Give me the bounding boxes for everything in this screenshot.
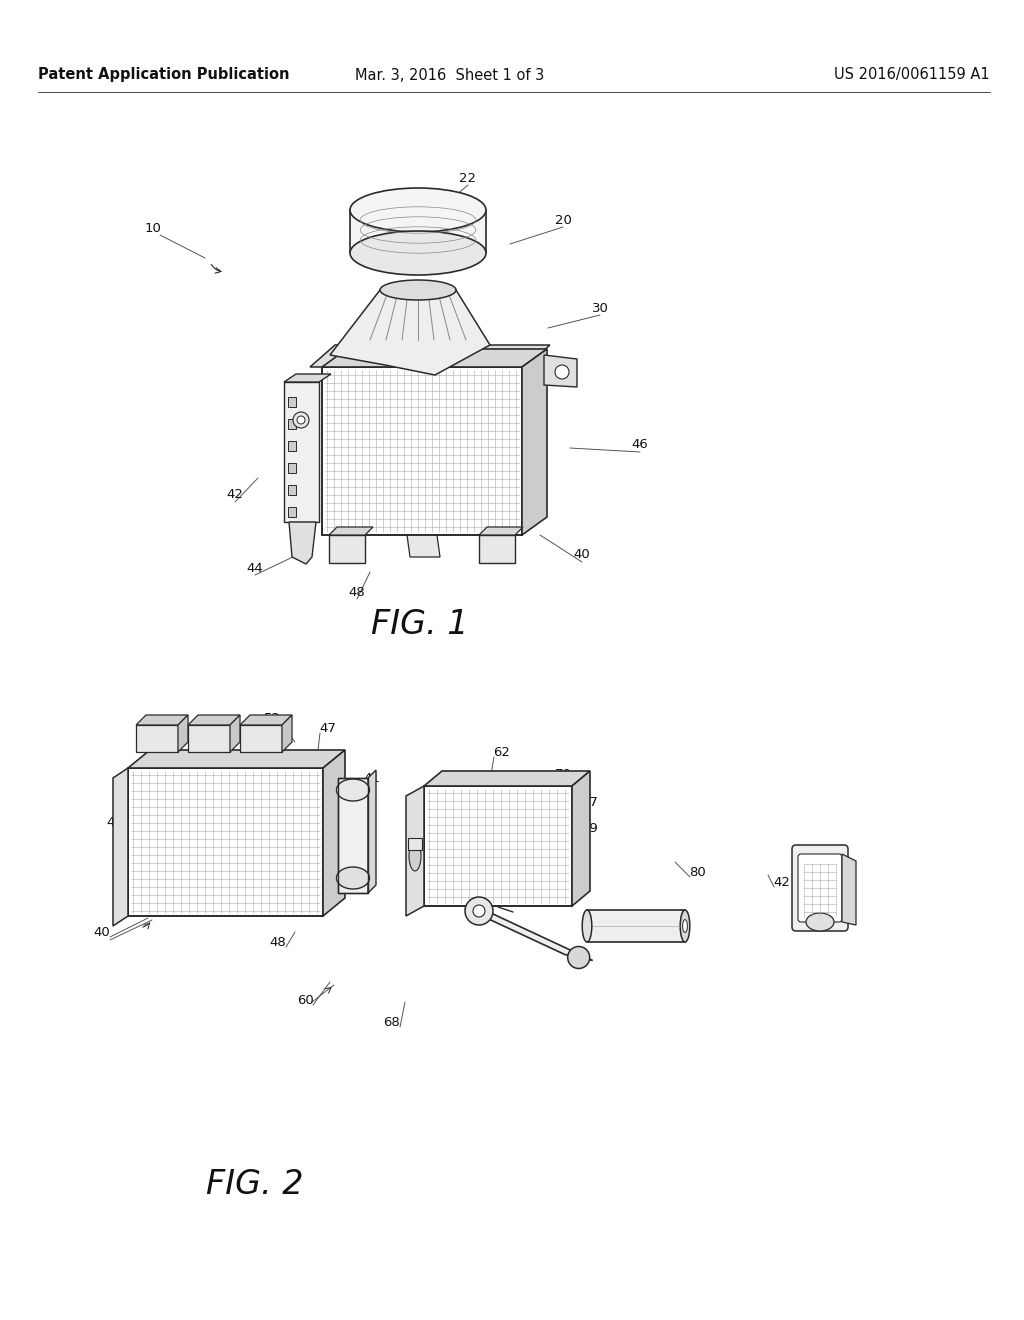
Bar [288, 507, 296, 517]
Text: 46: 46 [632, 438, 648, 451]
Text: 52: 52 [263, 711, 281, 725]
Polygon shape [544, 355, 577, 387]
Bar [587, 909, 685, 942]
Text: 22: 22 [460, 172, 476, 185]
Polygon shape [407, 535, 440, 557]
Polygon shape [240, 715, 292, 725]
Bar [288, 441, 296, 451]
Polygon shape [842, 854, 856, 925]
Text: 41: 41 [364, 771, 381, 784]
Ellipse shape [583, 909, 592, 942]
Ellipse shape [337, 867, 370, 888]
Polygon shape [113, 768, 128, 927]
Text: FIG. 1: FIG. 1 [372, 609, 469, 642]
FancyBboxPatch shape [798, 854, 842, 921]
Text: 44: 44 [247, 561, 263, 574]
Bar [128, 768, 323, 916]
Polygon shape [329, 527, 373, 535]
Ellipse shape [555, 366, 569, 379]
FancyBboxPatch shape [792, 845, 848, 931]
Polygon shape [323, 750, 345, 916]
Polygon shape [522, 348, 547, 535]
Polygon shape [230, 715, 240, 752]
Text: 48: 48 [348, 586, 366, 598]
Polygon shape [128, 750, 345, 768]
Polygon shape [284, 374, 331, 381]
Text: 40: 40 [93, 925, 111, 939]
Ellipse shape [350, 231, 486, 275]
Text: 69: 69 [582, 821, 598, 834]
Polygon shape [572, 771, 590, 906]
Bar [288, 463, 296, 473]
Polygon shape [368, 770, 376, 894]
Bar [288, 418, 296, 429]
Text: 67: 67 [582, 796, 598, 809]
Bar [288, 397, 296, 407]
Polygon shape [406, 785, 424, 916]
Polygon shape [289, 521, 316, 564]
Ellipse shape [473, 906, 485, 917]
Ellipse shape [380, 280, 456, 300]
Polygon shape [479, 527, 523, 535]
Ellipse shape [680, 909, 690, 942]
Text: 47: 47 [319, 722, 337, 734]
Bar [322, 367, 522, 535]
Bar [424, 785, 572, 906]
Bar [240, 725, 282, 752]
Text: 60: 60 [297, 994, 313, 1006]
Polygon shape [465, 908, 593, 961]
Bar [136, 725, 178, 752]
Text: 68: 68 [384, 1015, 400, 1028]
Polygon shape [424, 771, 590, 785]
Ellipse shape [683, 920, 687, 932]
Text: 20: 20 [555, 214, 571, 227]
Text: 40: 40 [573, 549, 591, 561]
Polygon shape [310, 345, 550, 367]
Polygon shape [282, 715, 292, 752]
Ellipse shape [409, 841, 421, 871]
Ellipse shape [337, 779, 370, 801]
Polygon shape [330, 290, 490, 375]
Polygon shape [479, 535, 515, 564]
Ellipse shape [297, 416, 305, 424]
Bar [338, 777, 368, 894]
Ellipse shape [293, 412, 309, 428]
Text: US 2016/0061159 A1: US 2016/0061159 A1 [835, 67, 990, 82]
Ellipse shape [465, 898, 493, 925]
Bar [338, 777, 368, 894]
Ellipse shape [350, 187, 486, 232]
Text: FIG. 2: FIG. 2 [206, 1168, 304, 1201]
Text: 55: 55 [314, 755, 332, 768]
Text: 46: 46 [106, 816, 123, 829]
Bar [350, 210, 486, 253]
Text: 42: 42 [226, 488, 244, 502]
Polygon shape [178, 715, 188, 752]
Polygon shape [322, 348, 547, 367]
Bar [322, 367, 522, 535]
Text: 30: 30 [592, 301, 608, 314]
Text: 42: 42 [773, 875, 791, 888]
Text: 10: 10 [144, 222, 162, 235]
Polygon shape [188, 715, 240, 725]
Bar [128, 768, 323, 916]
Ellipse shape [567, 946, 590, 969]
Text: 48: 48 [269, 936, 287, 949]
Text: Mar. 3, 2016  Sheet 1 of 3: Mar. 3, 2016 Sheet 1 of 3 [355, 67, 545, 82]
Ellipse shape [806, 913, 834, 931]
Polygon shape [329, 535, 365, 564]
Bar [424, 785, 572, 906]
Bar [408, 838, 422, 850]
Text: 62: 62 [494, 746, 510, 759]
Text: Patent Application Publication: Patent Application Publication [38, 67, 290, 82]
Bar [284, 381, 319, 521]
Polygon shape [136, 715, 188, 725]
Bar [288, 484, 296, 495]
Text: 70: 70 [555, 768, 571, 781]
Bar [188, 725, 230, 752]
Text: 80: 80 [689, 866, 707, 879]
